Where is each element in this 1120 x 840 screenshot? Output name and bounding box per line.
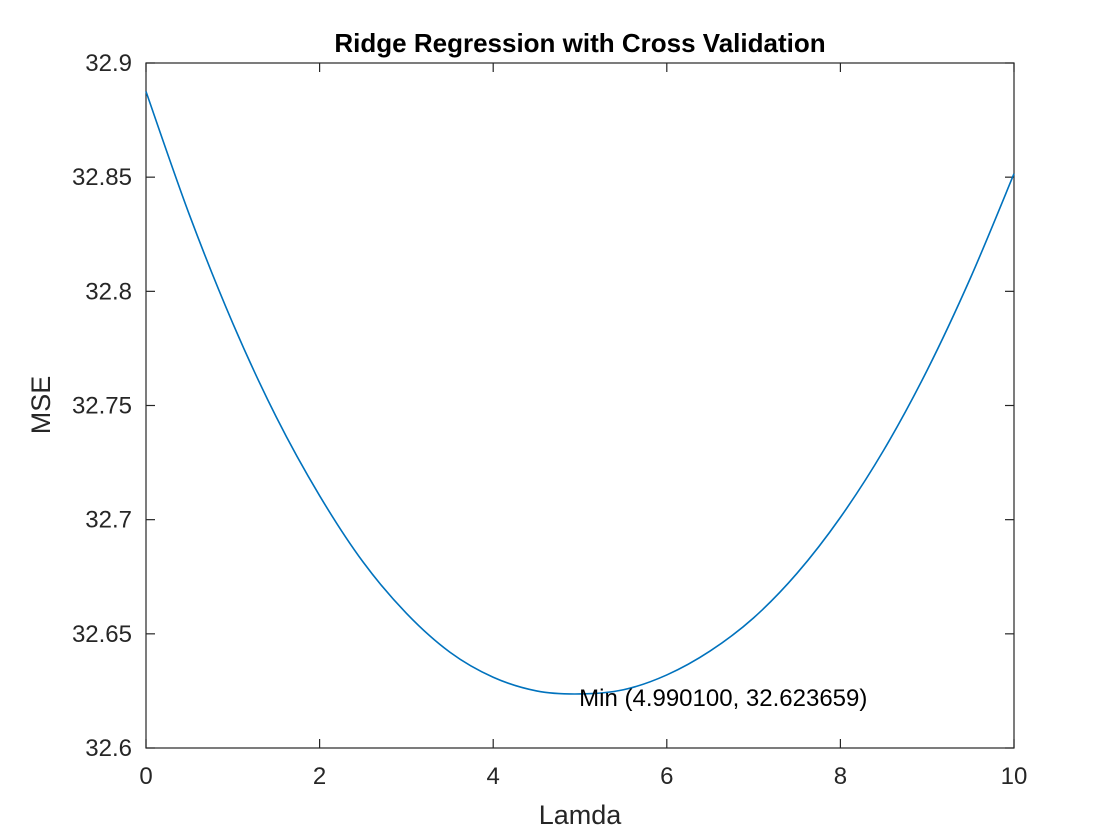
series-line-0 xyxy=(145,91,1015,695)
x-tick-label: 10 xyxy=(1001,763,1028,790)
y-axis-label: MSE xyxy=(26,376,56,435)
x-tick-label: 8 xyxy=(834,763,847,790)
x-tick-label: 4 xyxy=(487,763,500,790)
y-tick-label: 32.75 xyxy=(72,393,132,420)
x-tick-label: 2 xyxy=(313,763,326,790)
x-axis-label: Lamda xyxy=(539,800,623,830)
plot-area: 0 2 4 6 8 10 32.6 32.65 32.7 32.75 32.8 32.85 32.9 Mi… xyxy=(72,50,1027,790)
y-tick-label: 32.65 xyxy=(72,621,132,648)
chart-title: Ridge Regression with Cross Validation xyxy=(334,28,825,58)
x-tick-label: 6 xyxy=(660,763,673,790)
y-tick-label: 32.85 xyxy=(72,164,132,191)
y-tick-label: 32.8 xyxy=(85,278,132,305)
y-tick-label: 32.7 xyxy=(85,507,132,534)
y-tick-label: 32.6 xyxy=(85,735,132,762)
x-tick-label: 0 xyxy=(139,763,152,790)
y-tick-label: 32.9 xyxy=(85,50,132,77)
min-annotation: Min (4.990100, 32.623659) xyxy=(579,685,867,712)
